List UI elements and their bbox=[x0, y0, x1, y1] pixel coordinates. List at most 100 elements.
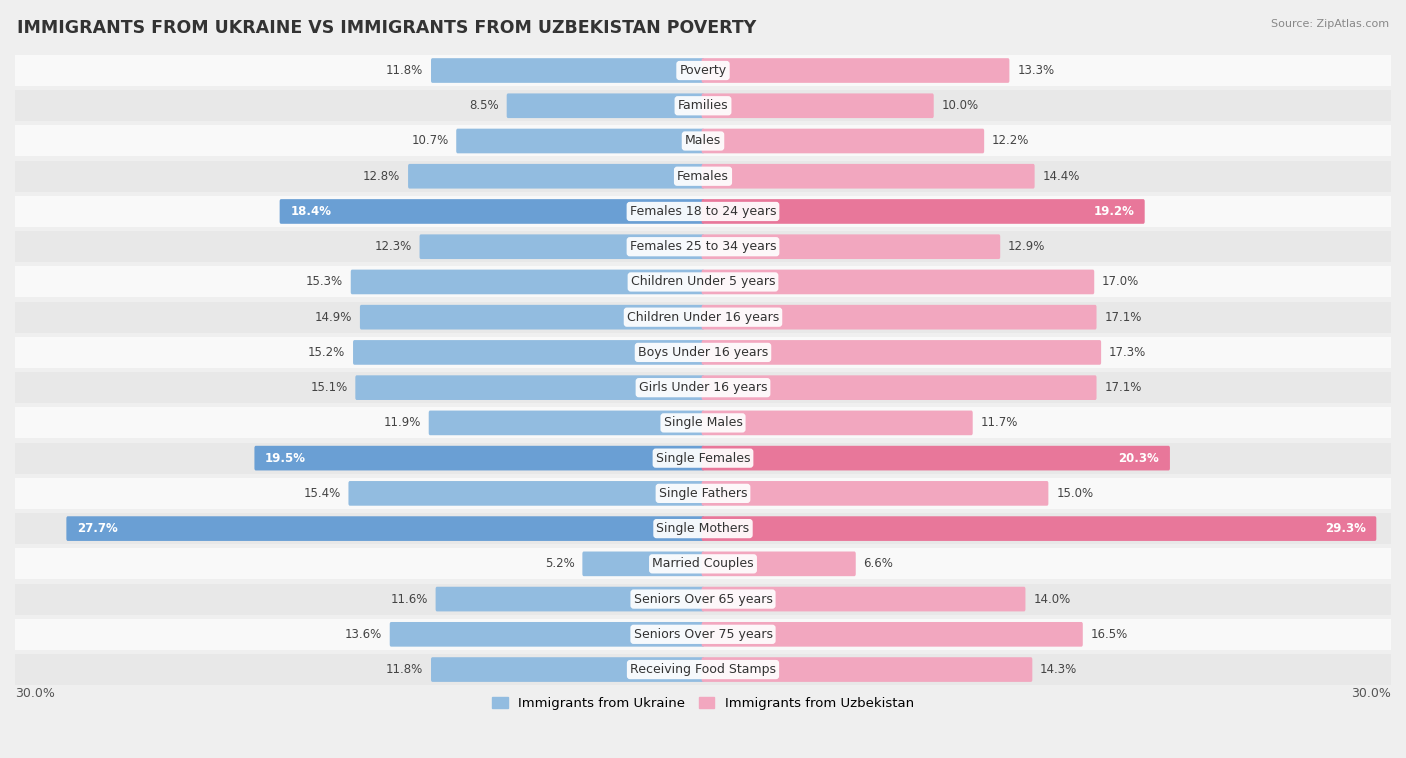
Text: 12.3%: 12.3% bbox=[374, 240, 412, 253]
FancyBboxPatch shape bbox=[432, 657, 704, 682]
Text: 15.4%: 15.4% bbox=[304, 487, 340, 500]
Text: 17.0%: 17.0% bbox=[1102, 275, 1139, 289]
FancyBboxPatch shape bbox=[456, 129, 704, 153]
Bar bbox=[0, 55, 1406, 86]
Text: Seniors Over 65 years: Seniors Over 65 years bbox=[634, 593, 772, 606]
Text: 29.3%: 29.3% bbox=[1324, 522, 1365, 535]
Text: 11.8%: 11.8% bbox=[387, 663, 423, 676]
Text: 14.3%: 14.3% bbox=[1040, 663, 1077, 676]
Bar bbox=[0, 90, 1406, 121]
FancyBboxPatch shape bbox=[432, 58, 704, 83]
Text: 13.6%: 13.6% bbox=[344, 628, 382, 641]
FancyBboxPatch shape bbox=[582, 552, 704, 576]
Text: Poverty: Poverty bbox=[679, 64, 727, 77]
FancyBboxPatch shape bbox=[254, 446, 704, 471]
Text: Girls Under 16 years: Girls Under 16 years bbox=[638, 381, 768, 394]
Text: 8.5%: 8.5% bbox=[470, 99, 499, 112]
Text: Boys Under 16 years: Boys Under 16 years bbox=[638, 346, 768, 359]
Text: Receiving Food Stamps: Receiving Food Stamps bbox=[630, 663, 776, 676]
Text: Source: ZipAtlas.com: Source: ZipAtlas.com bbox=[1271, 19, 1389, 29]
Text: 27.7%: 27.7% bbox=[77, 522, 118, 535]
FancyBboxPatch shape bbox=[702, 93, 934, 118]
FancyBboxPatch shape bbox=[436, 587, 704, 612]
Text: 11.7%: 11.7% bbox=[980, 416, 1018, 429]
Text: 17.1%: 17.1% bbox=[1104, 381, 1142, 394]
Text: Females 18 to 24 years: Females 18 to 24 years bbox=[630, 205, 776, 218]
FancyBboxPatch shape bbox=[356, 375, 704, 400]
Text: 12.2%: 12.2% bbox=[993, 134, 1029, 148]
Bar bbox=[0, 548, 1406, 579]
Text: 14.0%: 14.0% bbox=[1033, 593, 1070, 606]
Text: 15.0%: 15.0% bbox=[1056, 487, 1094, 500]
FancyBboxPatch shape bbox=[360, 305, 704, 330]
FancyBboxPatch shape bbox=[702, 622, 1083, 647]
Text: 15.3%: 15.3% bbox=[307, 275, 343, 289]
Bar bbox=[0, 267, 1406, 297]
Bar bbox=[0, 337, 1406, 368]
Bar bbox=[0, 407, 1406, 438]
FancyBboxPatch shape bbox=[702, 446, 1170, 471]
FancyBboxPatch shape bbox=[702, 552, 856, 576]
Text: Seniors Over 75 years: Seniors Over 75 years bbox=[634, 628, 772, 641]
Bar bbox=[0, 372, 1406, 403]
Text: Married Couples: Married Couples bbox=[652, 557, 754, 570]
Text: Single Mothers: Single Mothers bbox=[657, 522, 749, 535]
FancyBboxPatch shape bbox=[389, 622, 704, 647]
FancyBboxPatch shape bbox=[702, 305, 1097, 330]
Bar bbox=[0, 478, 1406, 509]
Text: 18.4%: 18.4% bbox=[290, 205, 332, 218]
FancyBboxPatch shape bbox=[408, 164, 704, 189]
Text: Families: Families bbox=[678, 99, 728, 112]
FancyBboxPatch shape bbox=[702, 270, 1094, 294]
Text: Single Males: Single Males bbox=[664, 416, 742, 429]
Text: 10.0%: 10.0% bbox=[942, 99, 979, 112]
Text: 17.1%: 17.1% bbox=[1104, 311, 1142, 324]
FancyBboxPatch shape bbox=[702, 657, 1032, 682]
Bar bbox=[0, 443, 1406, 474]
FancyBboxPatch shape bbox=[702, 340, 1101, 365]
Text: 20.3%: 20.3% bbox=[1119, 452, 1160, 465]
Text: 11.8%: 11.8% bbox=[387, 64, 423, 77]
Bar bbox=[0, 654, 1406, 685]
FancyBboxPatch shape bbox=[702, 516, 1376, 541]
Text: 10.7%: 10.7% bbox=[411, 134, 449, 148]
Text: 19.5%: 19.5% bbox=[264, 452, 307, 465]
Text: Single Fathers: Single Fathers bbox=[659, 487, 747, 500]
Bar bbox=[0, 126, 1406, 156]
FancyBboxPatch shape bbox=[419, 234, 704, 259]
Text: 19.2%: 19.2% bbox=[1094, 205, 1135, 218]
Text: 11.6%: 11.6% bbox=[391, 593, 427, 606]
FancyBboxPatch shape bbox=[280, 199, 704, 224]
Text: 30.0%: 30.0% bbox=[1351, 688, 1391, 700]
FancyBboxPatch shape bbox=[506, 93, 704, 118]
Text: Children Under 16 years: Children Under 16 years bbox=[627, 311, 779, 324]
Text: 17.3%: 17.3% bbox=[1109, 346, 1146, 359]
Text: 13.3%: 13.3% bbox=[1017, 64, 1054, 77]
Text: Females: Females bbox=[678, 170, 728, 183]
FancyBboxPatch shape bbox=[702, 587, 1025, 612]
Text: 14.4%: 14.4% bbox=[1042, 170, 1080, 183]
Bar bbox=[0, 619, 1406, 650]
Text: Females 25 to 34 years: Females 25 to 34 years bbox=[630, 240, 776, 253]
Bar bbox=[0, 302, 1406, 333]
Text: Single Females: Single Females bbox=[655, 452, 751, 465]
Text: 12.8%: 12.8% bbox=[363, 170, 401, 183]
FancyBboxPatch shape bbox=[702, 129, 984, 153]
FancyBboxPatch shape bbox=[702, 411, 973, 435]
Bar bbox=[0, 584, 1406, 615]
Bar bbox=[0, 196, 1406, 227]
Text: 14.9%: 14.9% bbox=[315, 311, 352, 324]
Text: 30.0%: 30.0% bbox=[15, 688, 55, 700]
Text: 15.2%: 15.2% bbox=[308, 346, 346, 359]
Text: 12.9%: 12.9% bbox=[1008, 240, 1046, 253]
FancyBboxPatch shape bbox=[353, 340, 704, 365]
FancyBboxPatch shape bbox=[429, 411, 704, 435]
Text: Males: Males bbox=[685, 134, 721, 148]
Bar bbox=[0, 513, 1406, 544]
FancyBboxPatch shape bbox=[702, 234, 1000, 259]
Text: 6.6%: 6.6% bbox=[863, 557, 893, 570]
Text: 5.2%: 5.2% bbox=[544, 557, 575, 570]
FancyBboxPatch shape bbox=[702, 199, 1144, 224]
Text: 16.5%: 16.5% bbox=[1091, 628, 1128, 641]
FancyBboxPatch shape bbox=[66, 516, 704, 541]
